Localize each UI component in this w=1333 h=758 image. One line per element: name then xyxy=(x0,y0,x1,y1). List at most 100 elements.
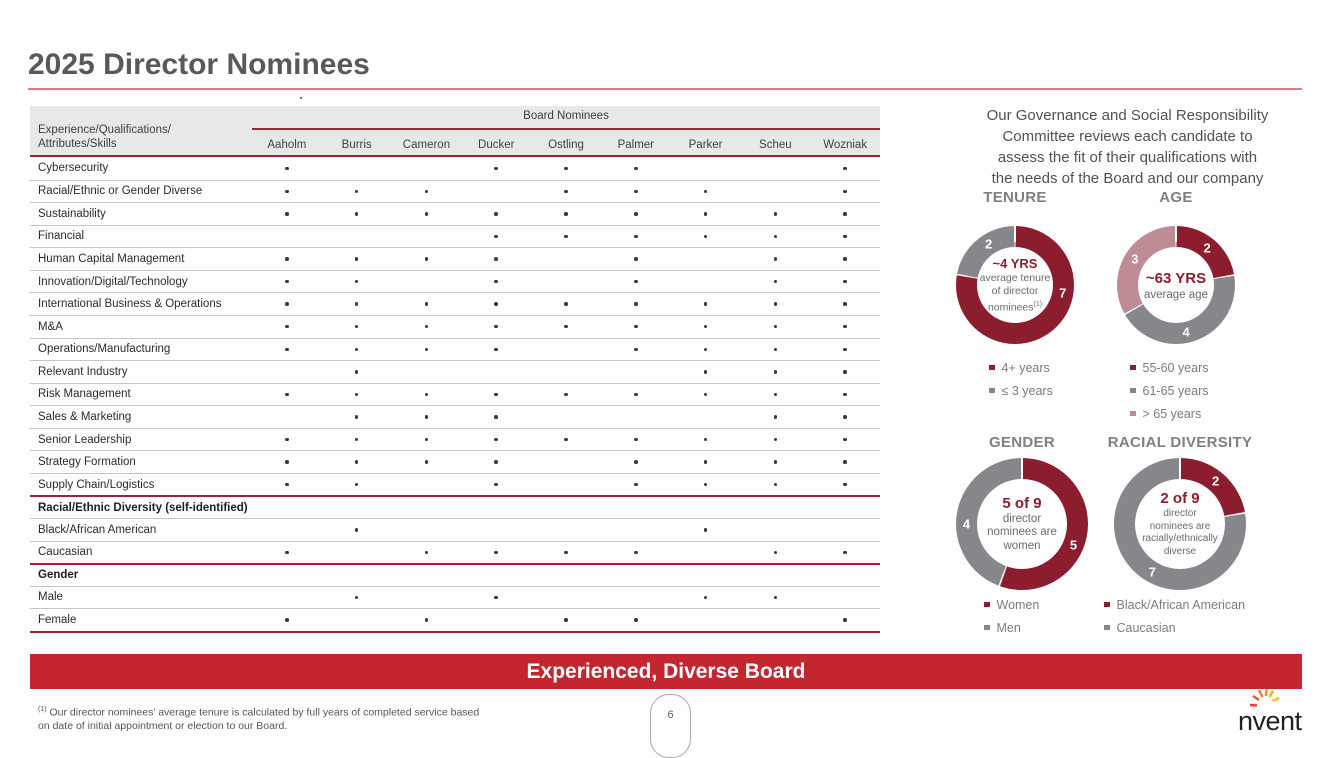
qualification-dot xyxy=(354,415,359,419)
intro-line: assess the fit of their qualifications w… xyxy=(997,149,1258,166)
stray-dot xyxy=(300,97,302,99)
qualification-dot xyxy=(634,437,638,442)
qualification-dot xyxy=(424,257,429,261)
qualification-dot xyxy=(773,437,778,442)
matrix-cell-burris xyxy=(322,302,392,306)
matrix-cell-aaholm xyxy=(252,460,322,464)
legend-swatch xyxy=(1104,624,1110,631)
section-row: Gender xyxy=(30,563,880,586)
column-name-wozniak: Wozniak xyxy=(823,139,868,151)
qualification-dot xyxy=(285,166,289,171)
qualification-dot xyxy=(494,482,498,487)
page-number-capsule: 6 xyxy=(650,694,691,758)
matrix-cell-palmer xyxy=(601,302,671,306)
qualification-dot xyxy=(634,212,638,216)
qualification-dot xyxy=(424,212,429,216)
matrix-cell-burris xyxy=(322,528,392,532)
matrix-cell-ducker xyxy=(461,324,531,329)
matrix-cell-ducker xyxy=(461,460,531,464)
matrix-cell-wozniak xyxy=(810,392,880,397)
matrix-cell-burris xyxy=(322,370,392,374)
matrix-cell-ducker xyxy=(461,347,531,352)
tenure-legend: 4+ years ≤ 3 years xyxy=(989,356,1053,402)
donut-center-text: 2 of 9 director nominees are racially/ethni… xyxy=(1135,479,1225,569)
matrix-cell-ostling xyxy=(531,189,601,194)
table-row: Male xyxy=(30,585,880,609)
tenure-chart-title: TENURE xyxy=(983,189,1047,206)
donut-center-line: nominees are xyxy=(987,526,1057,539)
qualification-dot xyxy=(564,166,568,171)
matrix-cell-ducker xyxy=(461,166,531,171)
group-header-underline xyxy=(252,128,880,130)
section-row: Racial/Ethnic Diversity (self-identified… xyxy=(30,495,880,518)
table-row: Sustainability xyxy=(30,202,880,225)
matrix-cell-parker xyxy=(671,482,741,487)
matrix-cell-ostling xyxy=(531,212,601,216)
matrix-cell-scheu xyxy=(740,437,810,442)
matrix-cell-scheu xyxy=(740,595,810,600)
column-name-parker: Parker xyxy=(688,139,723,151)
matrix-cell-cameron xyxy=(392,257,462,261)
row-label: Supply Chain/Logistics xyxy=(38,478,155,491)
row-header-line2: Attributes/Skills xyxy=(38,137,117,150)
column-name-scheu: Scheu xyxy=(759,139,792,151)
qualification-dot xyxy=(703,234,708,239)
qualification-dot xyxy=(285,437,289,442)
qualification-dot xyxy=(634,392,638,397)
matrix-cell-scheu xyxy=(740,550,810,555)
matrix-cell-ducker xyxy=(461,302,531,306)
qualification-dot xyxy=(634,618,638,622)
gender-donut-chart: 5 4 5 of 9 director nominees are women xyxy=(956,458,1088,590)
qualification-dot xyxy=(494,279,498,284)
matrix-cell-scheu xyxy=(740,415,810,419)
legend-label: 61-65 years xyxy=(1142,383,1209,398)
matrix-cell-palmer xyxy=(601,618,671,622)
matrix-cell-parker xyxy=(671,324,741,329)
segment-value-label: 7 xyxy=(1059,285,1067,301)
qualification-dot xyxy=(773,234,778,239)
qualification-dot xyxy=(424,550,429,555)
qualification-dot xyxy=(494,212,498,216)
matrix-cell-parker xyxy=(671,528,741,532)
segment-value-label: 2 xyxy=(1212,473,1220,489)
qualification-dot xyxy=(564,302,568,306)
qualification-dot xyxy=(843,279,847,284)
qualification-dot xyxy=(564,618,568,622)
matrix-cell-burris xyxy=(322,482,392,487)
qualification-dot xyxy=(424,437,429,442)
matrix-cell-ducker xyxy=(461,234,531,239)
matrix-cell-palmer xyxy=(601,279,671,284)
matrix-cell-parker xyxy=(671,234,741,239)
qualification-dot xyxy=(424,618,429,622)
row-label: Sustainability xyxy=(38,207,106,220)
age-legend: 55-60 years 61-65 years > 65 years xyxy=(1130,356,1209,425)
qualification-dot xyxy=(843,392,847,397)
segment-value-label: 4 xyxy=(962,516,971,532)
row-label: M&A xyxy=(38,320,63,333)
qualification-dot xyxy=(843,482,847,487)
qualification-dot xyxy=(564,234,568,239)
qualification-dot xyxy=(703,212,708,216)
qualification-dot xyxy=(354,370,359,374)
matrix-cell-scheu xyxy=(740,482,810,487)
matrix-cell-wozniak xyxy=(810,460,880,464)
row-label: Operations/Manufacturing xyxy=(38,343,171,356)
qualification-dot xyxy=(634,482,638,487)
matrix-cell-ducker xyxy=(461,437,531,442)
table-row: International Business & Operations xyxy=(30,292,880,315)
row-label: Gender xyxy=(38,569,79,582)
matrix-cell-aaholm xyxy=(252,347,322,352)
row-label: Racial/Ethnic or Gender Diverse xyxy=(38,185,203,198)
banner: Experienced, Diverse Board xyxy=(30,654,1302,689)
donut-center-line: women xyxy=(1003,539,1041,552)
footnote-line2: on date of initial appointment or electi… xyxy=(38,720,558,734)
matrix-cell-cameron xyxy=(392,618,462,622)
qualification-dot xyxy=(354,212,359,216)
row-label: Female xyxy=(38,614,77,627)
racial-diversity-chart-title: RACIAL DIVERSITY xyxy=(1107,434,1253,451)
age-donut-chart: 2 4 3 ~63 YRS average age xyxy=(1117,226,1235,344)
qualification-dot xyxy=(843,347,847,352)
segment-value-label: 4 xyxy=(1182,324,1190,340)
row-label: Human Capital Management xyxy=(38,253,185,266)
